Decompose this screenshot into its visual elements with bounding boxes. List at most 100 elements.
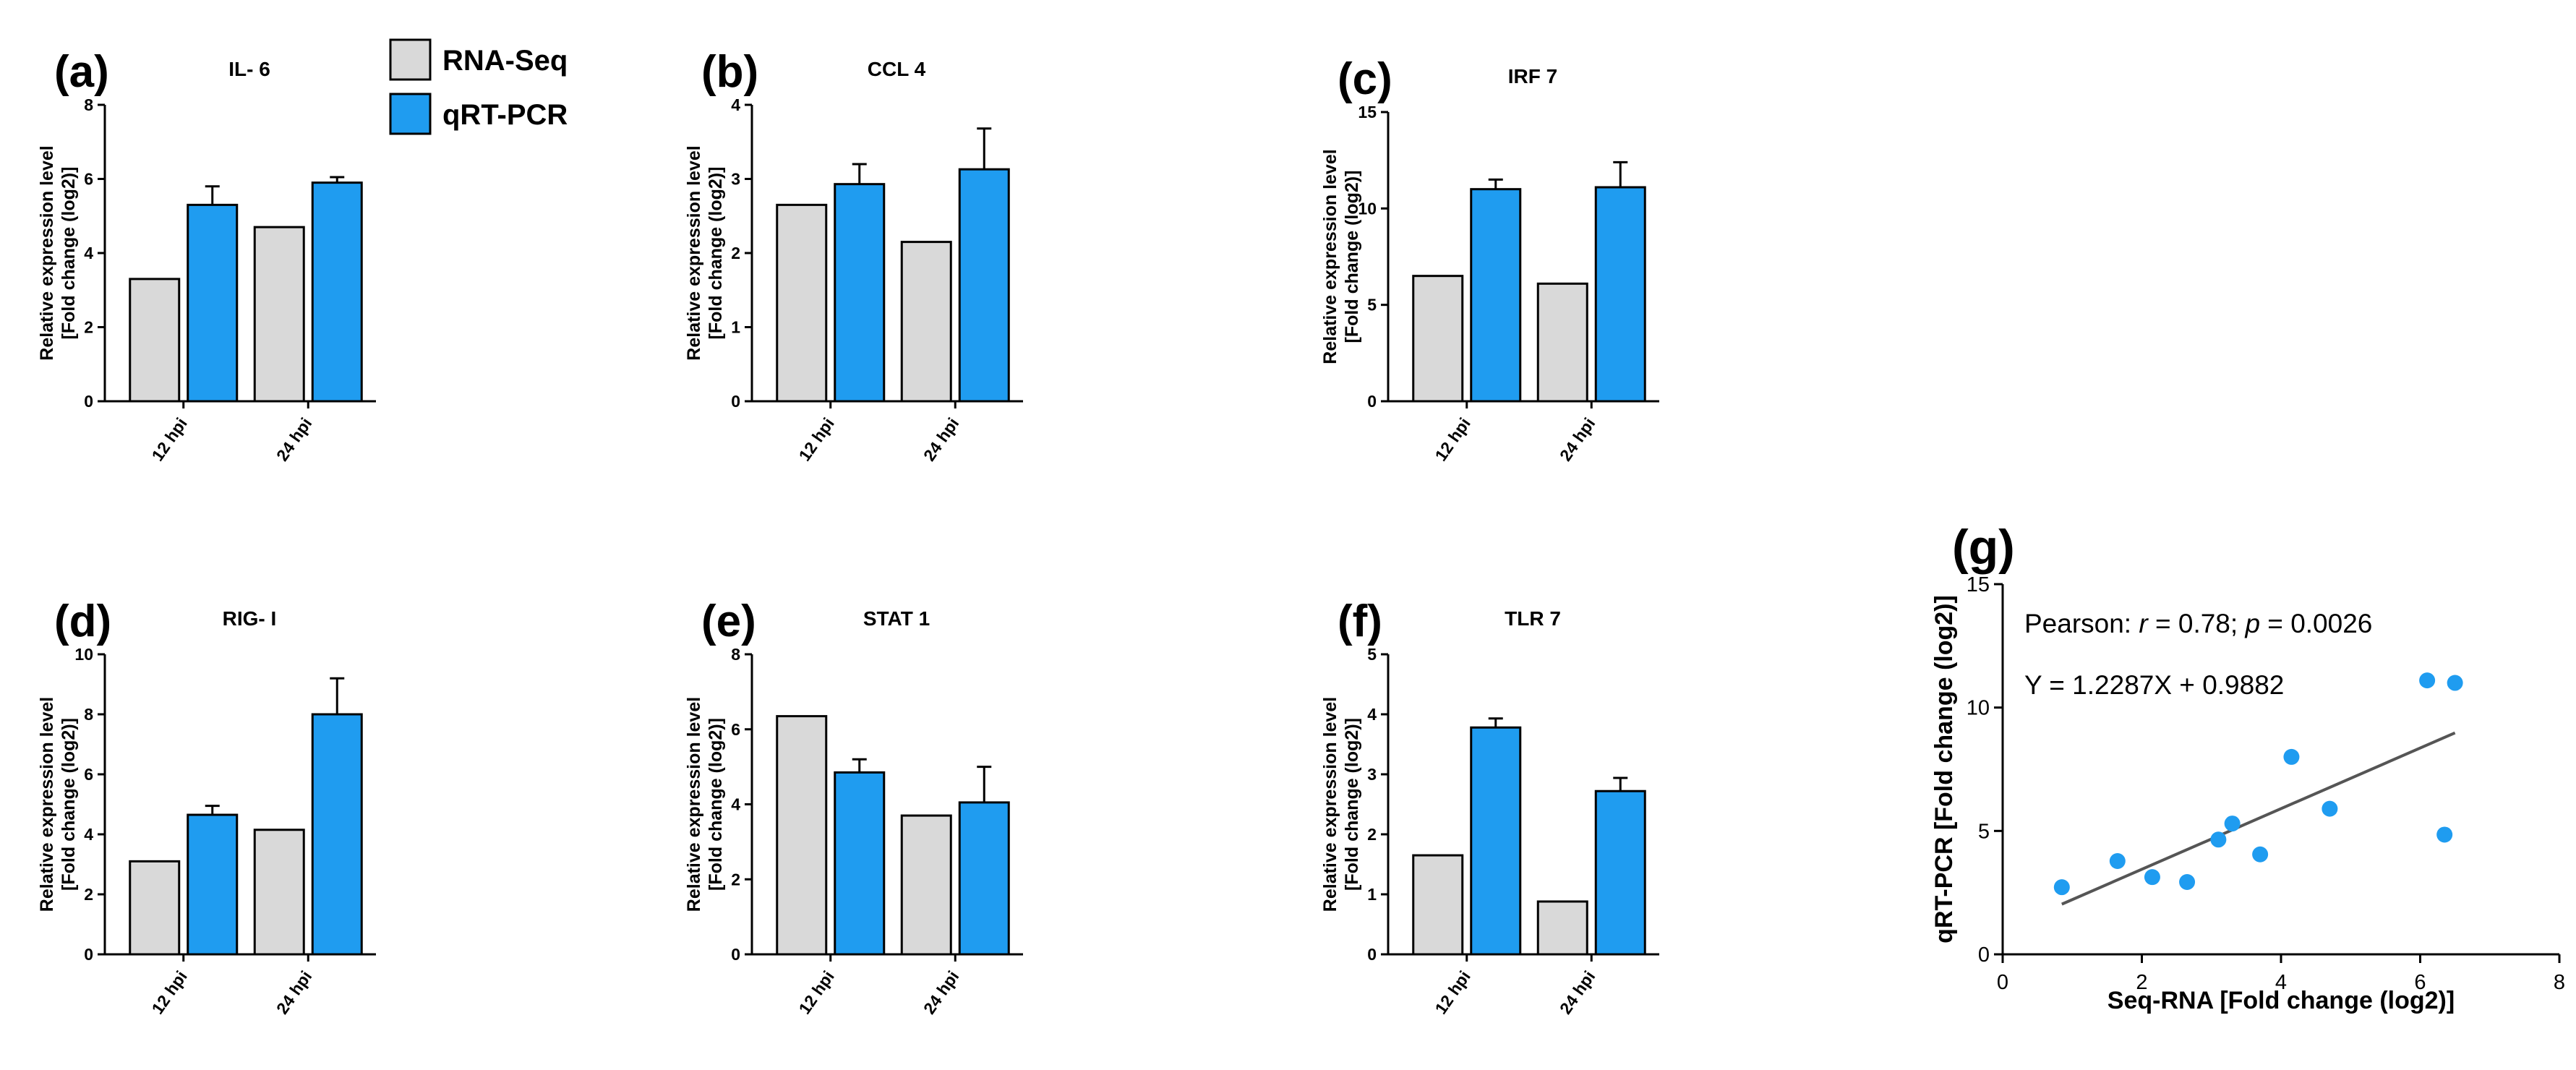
y-tick-label: 0 [1978,943,1990,967]
bar-qrt-pcr-12-hpi [1470,726,1522,956]
bar-qrt-pcr-12-hpi [187,203,239,403]
y-axis-label: Relative expression level [1320,149,1340,364]
pearson-prefix: Pearson: [2024,609,2139,638]
bar-rna-seq-12-hpi [129,860,181,956]
panel-label: (d) [54,596,111,646]
chart-title: CCL 4 [868,58,926,80]
x-tick-label: 0 [1997,971,2008,994]
bar-rna-seq-24-hpi [900,814,952,956]
bar-rna-seq-12-hpi [776,203,828,403]
chart-title: IRF 7 [1508,65,1557,87]
bar-qrt-pcr-24-hpi [1594,789,1646,956]
y-axis-label: Relative expression level [37,145,57,360]
bar-rna-seq-12-hpi [129,278,181,403]
bar-chart-1: (a) IL- 6 Relative expression level [Fold c… [37,47,376,464]
y-tick-label: 5 [1367,296,1377,314]
chart-title: TLR 7 [1505,607,1561,630]
y-tick-label: 0 [84,392,93,411]
scatter-point [2109,852,2126,869]
y-axis-label: qRT-PCR [Fold change (log2)] [1930,595,1958,943]
chart-title: IL- 6 [228,58,270,80]
x-tick-label: 24 hpi [1556,414,1599,464]
bar-qrt-pcr-12-hpi [187,813,239,956]
y-tick-label: 0 [731,945,740,964]
x-tick-label: 6 [2414,971,2426,994]
y-axis-label-units: [Fold change (log2)] [1342,718,1362,891]
bar-qrt-pcr-12-hpi [834,183,886,403]
y-tick-label: 4 [84,825,93,844]
y-tick-label: 8 [84,705,93,724]
legend-swatch-1 [389,38,432,81]
chart-title: RIG- I [223,607,277,630]
chart-title: STAT 1 [863,607,930,630]
y-tick-label: 8 [731,645,740,664]
bar-qrt-pcr-24-hpi [958,168,1010,403]
bar-rna-seq-12-hpi [1412,275,1464,403]
pearson-r-value: = 0.78; [2148,609,2246,638]
pearson-p-symbol: p [2244,609,2260,638]
y-axis-label-units: [Fold change (log2)] [1342,171,1362,343]
x-tick-label: 12 hpi [795,967,837,1017]
y-tick-label: 10 [74,645,93,664]
bar-rna-seq-24-hpi [253,226,305,403]
y-tick-label: 15 [1967,573,1990,596]
y-tick-label: 2 [731,870,740,889]
x-tick-label: 24 hpi [273,967,315,1017]
scatter-point [2283,748,2300,765]
regression-equation: Y = 1.2287X + 0.9882 [2024,670,2284,700]
x-tick-label: 24 hpi [920,967,962,1017]
bar-qrt-pcr-24-hpi [311,713,363,956]
bar-rna-seq-12-hpi [776,715,828,956]
y-tick-label: 0 [1367,945,1377,964]
y-tick-label: 1 [1367,885,1377,904]
y-tick-label: 4 [731,795,740,814]
y-tick-label: 4 [84,244,93,262]
x-tick-label: 12 hpi [1431,967,1473,1017]
y-tick-label: 4 [731,95,740,114]
y-tick-label: 0 [1367,392,1377,411]
y-tick-label: 1 [731,318,740,337]
panel-label: (c) [1338,54,1392,104]
scatter-point [2210,831,2227,848]
pearson-annotation: Pearson: r = 0.78; p = 0.0026 [2024,609,2372,638]
y-axis-label: Relative expression level [37,697,57,912]
regression-line [2061,731,2456,906]
scatter-point [2322,800,2338,817]
x-tick-label: 12 hpi [147,414,190,464]
y-tick-label: 6 [84,765,93,784]
bar-rna-seq-24-hpi [1536,900,1588,956]
bar-chart-2: (b) CCL 4 Relative expression level [Fold c… [684,47,1023,464]
y-tick-label: 10 [1358,199,1377,218]
scatter-point [2419,672,2436,689]
y-tick-label: 10 [1967,697,1990,720]
bar-rna-seq-24-hpi [253,829,305,956]
bar-chart-3: (c) IRF 7 Relative expression level [Fold c… [1320,54,1659,464]
y-axis-label-units: [Fold change (log2)] [59,718,79,891]
scatter-point [2252,846,2269,863]
y-tick-label: 6 [84,170,93,189]
y-tick-label: 0 [84,945,93,964]
bar-qrt-pcr-12-hpi [1470,188,1522,403]
bar-rna-seq-24-hpi [1536,282,1588,403]
scatter-point [2144,869,2160,886]
x-tick-label: 24 hpi [273,414,315,464]
y-tick-label: 6 [731,720,740,739]
x-axis-label: Seq-RNA [Fold change (log2)] [2108,987,2455,1014]
scatter-point [2179,873,2196,890]
y-axis-label: Relative expression level [1320,697,1340,912]
scatter-point [2224,816,2241,832]
bar-chart-6: (f) TLR 7 Relative expression level [Fold c… [1320,596,1659,1017]
y-tick-label: 2 [1367,825,1377,844]
bar-chart-4: (d) RIG- I Relative expression level [Fold … [37,596,376,1017]
y-axis-label-units: [Fold change (log2)] [59,167,79,340]
bar-chart-5: (e) STAT 1 Relative expression level [Fold … [684,596,1023,1017]
bar-qrt-pcr-12-hpi [834,771,886,956]
y-axis-label-units: [Fold change (log2)] [706,167,726,340]
x-tick-label: 2 [2136,971,2147,994]
scatter-point [2053,879,2070,896]
x-tick-label: 4 [2275,971,2287,994]
scatter-point [2436,826,2453,843]
x-tick-label: 12 hpi [1431,414,1473,464]
bar-qrt-pcr-24-hpi [958,801,1010,956]
panel-label: (b) [701,47,758,97]
